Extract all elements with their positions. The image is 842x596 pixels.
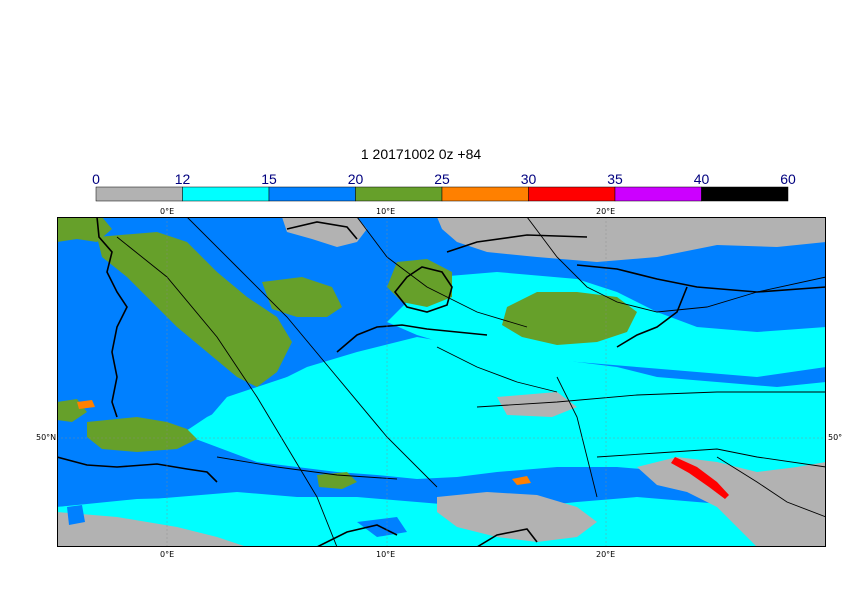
legend-box-4	[441, 186, 529, 202]
map-panel	[57, 217, 826, 547]
field-gray-patch	[497, 392, 577, 417]
field-blue-mid	[57, 432, 826, 507]
chart-title: 1 20171002 0z +84	[360, 146, 482, 162]
legend-tick-6: 35	[607, 171, 623, 187]
legend-box-5	[528, 186, 616, 202]
legend-tick-0: 0	[92, 171, 100, 187]
lon-label-top-0: 0°E	[160, 207, 175, 216]
legend-tick-7: 40	[694, 171, 710, 187]
field-gray-southeast	[637, 457, 826, 547]
field-orange-spot2	[77, 400, 95, 409]
legend-tick-2: 15	[261, 171, 277, 187]
lon-label-top-10: 10°E	[376, 207, 396, 216]
lon-label-bottom-0: 0°E	[160, 550, 175, 559]
legend-tick-labels: 0 12 15 20 25 30 35 40 60	[92, 171, 796, 187]
field-green-patch2	[317, 472, 357, 489]
lat-label-right: 50°N	[828, 433, 842, 442]
field-green-centre	[262, 277, 342, 317]
legend-boxes	[95, 186, 789, 202]
legend-tick-4: 25	[434, 171, 450, 187]
field-green-channel	[87, 417, 197, 452]
lat-label-left: 50°N	[36, 433, 57, 442]
field-gray-sw	[57, 512, 247, 547]
legend-box-0	[95, 186, 183, 202]
field-blue-spot1	[67, 505, 85, 525]
lon-label-bottom-20: 20°E	[596, 550, 616, 559]
lon-label-top-20: 20°E	[596, 207, 616, 216]
legend-tick-5: 30	[521, 171, 537, 187]
graticule	[57, 217, 826, 547]
legend-box-3	[355, 186, 443, 202]
legend-box-7	[701, 186, 789, 202]
legend-tick-3: 20	[348, 171, 364, 187]
legend-tick-8: 60	[780, 171, 796, 187]
legend-box-6	[614, 186, 702, 202]
field-gray-sweden	[437, 217, 826, 262]
field-gray-alps	[437, 492, 597, 542]
coastlines	[57, 217, 826, 547]
field-red-streak	[671, 457, 729, 499]
legend-box-1	[182, 186, 270, 202]
field-orange-spot	[512, 476, 531, 485]
field-green-baltic	[502, 292, 637, 345]
legend-tick-1: 12	[175, 171, 191, 187]
legend-box-2	[268, 186, 356, 202]
map-frame	[57, 217, 826, 547]
lon-label-bottom-10: 10°E	[376, 550, 396, 559]
color-legend: 0 12 15 20 25 30 35 40 60	[92, 171, 796, 202]
field-cyan-south	[57, 497, 826, 547]
